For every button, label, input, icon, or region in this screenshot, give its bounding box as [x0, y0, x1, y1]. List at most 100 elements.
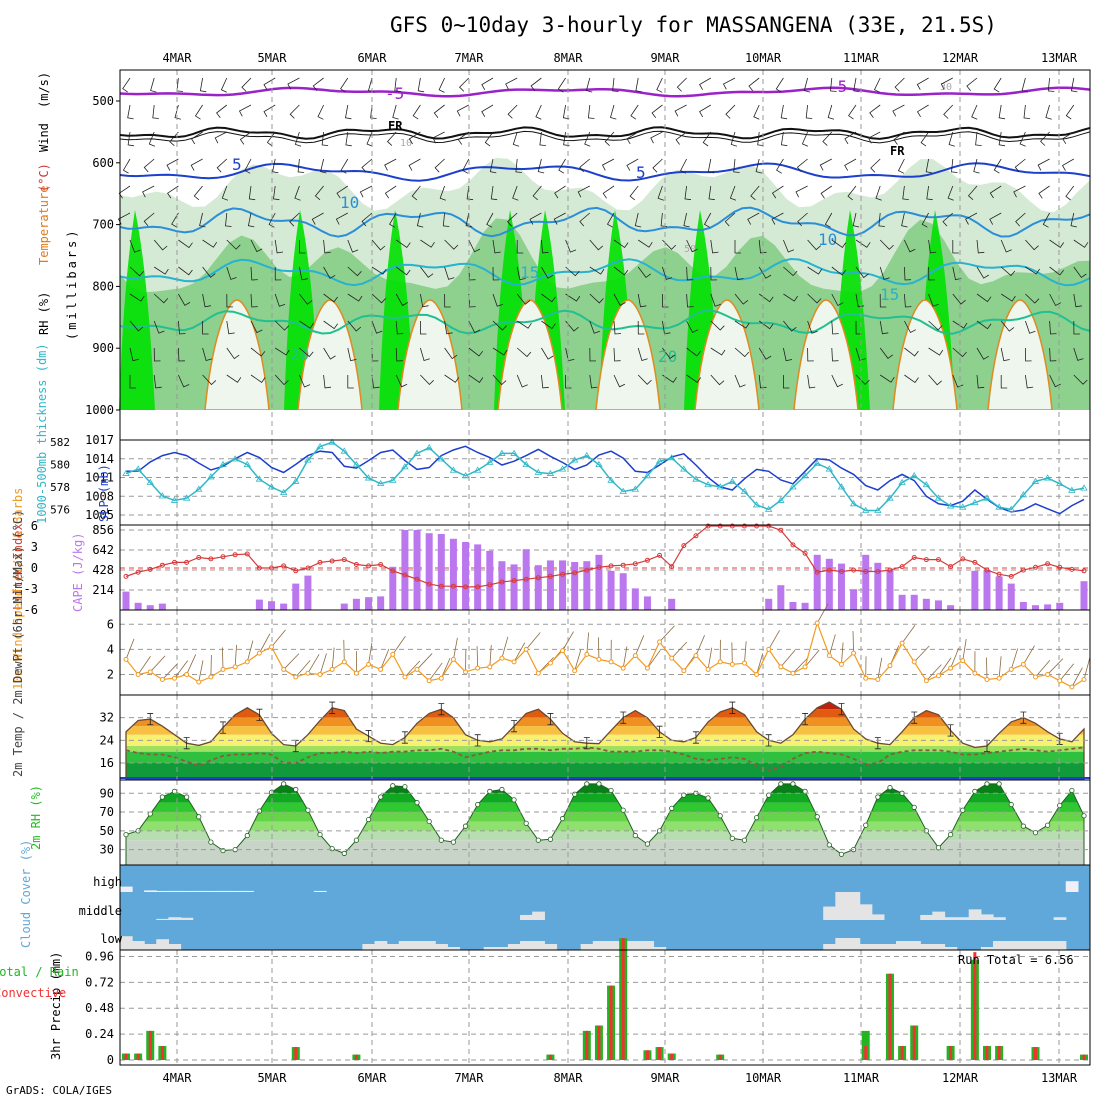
- wind-barb: [250, 293, 258, 308]
- wind-barb: [976, 320, 992, 330]
- surface-barb: [1071, 667, 1083, 688]
- li-marker: [1081, 568, 1087, 574]
- cape-bar: [559, 560, 567, 610]
- wind-barb: [465, 212, 473, 228]
- wind-barb: [708, 185, 715, 201]
- li-marker: [838, 569, 844, 574]
- bottom-date-label: 6MAR: [358, 1071, 388, 1085]
- cloud-high-bar: [168, 890, 182, 892]
- surface-barb: [695, 635, 705, 656]
- wind-barb: [299, 320, 314, 329]
- wind-barb: [952, 320, 968, 329]
- precip-total-bar: [861, 1030, 870, 1060]
- wind-barb: [725, 104, 736, 119]
- wind-barb: [1021, 77, 1029, 93]
- wind-barb: [928, 239, 937, 254]
- wind-barb: [662, 374, 677, 383]
- wind-barb: [320, 158, 327, 174]
- precip-grid: [120, 950, 1090, 1065]
- rh-marker: [1081, 813, 1087, 819]
- wind-marker: [754, 671, 760, 677]
- wind-barb: [901, 212, 908, 228]
- cape-bar: [631, 588, 639, 610]
- wind-barb: [989, 185, 1002, 199]
- cloud-middle-bar: [968, 909, 982, 920]
- surface-barb: [950, 647, 960, 669]
- surface-barb: [319, 653, 327, 675]
- precip-ticks: 0 0.24 0.48 0.72 0.96: [85, 949, 114, 1067]
- rh-tick: 90: [100, 786, 114, 800]
- li-marker: [923, 557, 929, 563]
- wind-barb: [411, 185, 421, 201]
- cloud-low-bar: [604, 941, 618, 950]
- cloud-low-bar: [131, 941, 145, 950]
- wind-barb: [729, 185, 737, 201]
- cape-bar: [474, 544, 482, 610]
- wind-barb: [516, 266, 526, 281]
- wind-barb: [442, 212, 450, 227]
- wind-barb: [1073, 239, 1089, 248]
- wind-barb: [299, 347, 314, 358]
- wind-barb: [852, 212, 860, 228]
- wind-barb: [408, 131, 421, 145]
- rh-contour-label: 50: [684, 244, 696, 255]
- rh-line: [125, 783, 1085, 865]
- wind-barb: [118, 185, 131, 199]
- wind-marker: [535, 670, 541, 676]
- wind-barb: [870, 158, 881, 173]
- cape-bar: [607, 570, 615, 610]
- cloud-low-bar: [447, 947, 461, 950]
- cloud-middle-bar: [944, 917, 958, 920]
- wind-barb: [459, 77, 470, 92]
- isotherm-label: FR: [388, 119, 403, 133]
- wind-barb: [153, 347, 161, 362]
- precip-axis-label: 3hr Precip (mm): [49, 952, 63, 1060]
- wind-barb: [274, 347, 290, 356]
- bottom-date-label: 10MAR: [745, 1071, 782, 1085]
- thickness-marker: [692, 475, 700, 482]
- wind-barb: [637, 374, 652, 385]
- surface-barb: [634, 635, 645, 656]
- wind-barb: [202, 293, 211, 308]
- wind-barb: [129, 320, 144, 332]
- cloud-low-bar: [507, 944, 521, 950]
- wind-barb: [129, 266, 144, 277]
- thickness-marker: [971, 498, 979, 506]
- wind-marker: [123, 656, 129, 662]
- li-marker: [996, 571, 1002, 577]
- rh-marker: [572, 791, 578, 797]
- wind-barb: [268, 212, 276, 228]
- wind-barb: [412, 104, 421, 120]
- wind-barb: [710, 347, 726, 356]
- li-marker: [487, 582, 493, 588]
- wind-marker: [184, 671, 190, 677]
- wind-marker: [244, 659, 250, 665]
- wind-barb: [340, 158, 349, 174]
- isotherm-label: -5: [385, 84, 404, 103]
- legend-total-rain: Total / Rain: [0, 965, 79, 979]
- isotherm-label: 10: [340, 193, 359, 212]
- wind-marker: [790, 670, 796, 676]
- rh-marker: [887, 785, 893, 791]
- wind-tick: 2: [107, 667, 114, 681]
- wind-barb: [289, 212, 300, 227]
- cape-axis-label: CAPE (J/kg): [71, 533, 85, 612]
- wind-barb: [395, 239, 411, 249]
- wind-barb: [780, 131, 788, 147]
- wind-barb: [734, 374, 746, 388]
- minmax-whisker: [220, 721, 227, 734]
- li-tick: -6: [24, 603, 38, 617]
- cloud-middle-bar: [932, 911, 946, 920]
- rh-ticks: 30 50 70 90: [100, 786, 114, 856]
- wind-barb: [819, 158, 832, 171]
- wind-barb: [153, 266, 169, 275]
- surface-barb: [622, 646, 628, 669]
- wind-barb: [803, 77, 811, 93]
- wind-barb: [323, 347, 336, 360]
- wind-barb: [1000, 293, 1016, 302]
- li-tick: 0: [31, 561, 38, 575]
- rh-marker: [450, 839, 457, 845]
- wind-barb: [820, 185, 833, 199]
- wind-barb: [274, 239, 284, 254]
- wind-barb: [734, 266, 744, 281]
